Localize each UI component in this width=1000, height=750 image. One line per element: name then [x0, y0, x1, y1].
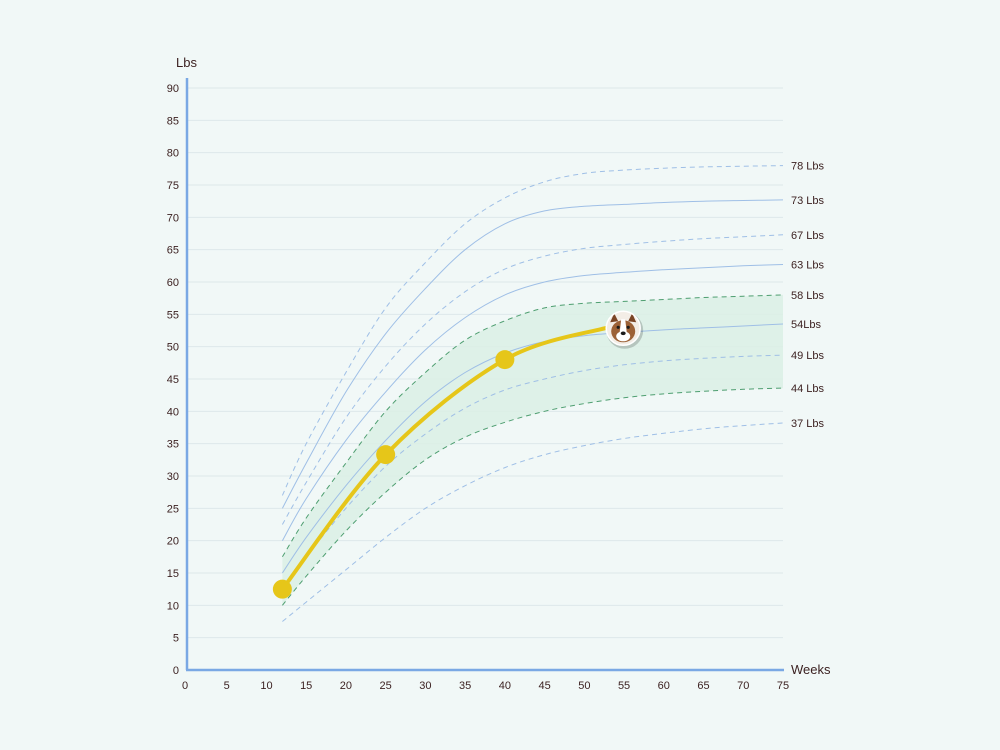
y-tick-label: 25 [167, 503, 179, 515]
growth-point[interactable] [272, 579, 292, 599]
curve-label: 49 Lbs [791, 350, 825, 362]
y-tick-label: 5 [173, 633, 179, 645]
x-tick-label: 0 [182, 680, 188, 692]
y-tick-label: 75 [167, 180, 179, 192]
x-tick-label: 65 [697, 680, 709, 692]
reference-curve [281, 199, 784, 509]
reference-curve [281, 234, 784, 525]
x-tick-label: 70 [737, 680, 749, 692]
y-tick-label: 55 [167, 309, 179, 321]
y-tick-label: 10 [167, 600, 179, 612]
x-tick-label: 75 [777, 680, 789, 692]
x-axis-title: Weeks [791, 662, 831, 677]
y-tick-label: 30 [167, 471, 179, 483]
y-tick-label: 70 [167, 212, 179, 224]
y-tick-label: 85 [167, 115, 179, 127]
x-tick-label: 25 [380, 680, 392, 692]
bulldog-puppy-icon[interactable] [605, 310, 644, 349]
x-tick-label: 5 [224, 680, 230, 692]
growth-series [272, 310, 644, 599]
curve-label: 37 Lbs [791, 418, 825, 430]
x-tick-label: 60 [658, 680, 670, 692]
reference-curves: 78 Lbs 73 Lbs 67 Lbs 63 Lbs 58 Lbs 54Lbs 49 Lb… [281, 161, 825, 622]
curve-label: 67 Lbs [791, 230, 825, 242]
y-tick-label: 80 [167, 148, 179, 160]
y-tick-label: 45 [167, 374, 179, 386]
x-tick-label: 55 [618, 680, 630, 692]
y-tick-label: 0 [173, 665, 179, 677]
x-tick-label: 20 [340, 680, 352, 692]
x-tick-label: 35 [459, 680, 471, 692]
growth-line [280, 325, 611, 592]
curve-label: 44 Lbs [791, 383, 825, 395]
x-tick-label: 10 [260, 680, 272, 692]
curve-label: 58 Lbs [791, 290, 825, 302]
y-tick-label: 50 [167, 342, 179, 354]
growth-point[interactable] [376, 445, 396, 465]
x-tick-label: 40 [499, 680, 511, 692]
y-tick-label: 60 [167, 277, 179, 289]
reference-curve [282, 387, 784, 606]
curve-label: 78 Lbs [791, 161, 825, 173]
x-tick-label: 15 [300, 680, 312, 692]
reference-curve [282, 422, 784, 622]
y-axis-title: Lbs [176, 55, 197, 70]
axes: 0 5 10 15 20 25 30 35 40 45 50 55 60 65 70 75 80 85 90 0 5 10… [167, 78, 789, 692]
grid-lines [187, 87, 783, 639]
y-tick-label: 90 [167, 83, 179, 95]
band-area [282, 294, 783, 606]
x-tick-label: 50 [578, 680, 590, 692]
curve-label: 63 Lbs [791, 260, 825, 272]
reference-curve [281, 323, 784, 574]
reference-curve [281, 165, 784, 496]
growth-point[interactable] [495, 350, 515, 370]
y-tick-label: 40 [167, 406, 179, 418]
highlight-band [282, 294, 783, 606]
y-tick-label: 15 [167, 568, 179, 580]
reference-curve [281, 264, 784, 541]
y-tick-label: 35 [167, 439, 179, 451]
curve-label: 73 Lbs [791, 195, 825, 207]
reference-curve [281, 294, 784, 558]
y-tick-label: 65 [167, 245, 179, 257]
y-tick-label: 20 [167, 536, 179, 548]
curve-label: 54Lbs [791, 319, 821, 331]
x-tick-label: 30 [419, 680, 431, 692]
x-tick-label: 45 [538, 680, 550, 692]
